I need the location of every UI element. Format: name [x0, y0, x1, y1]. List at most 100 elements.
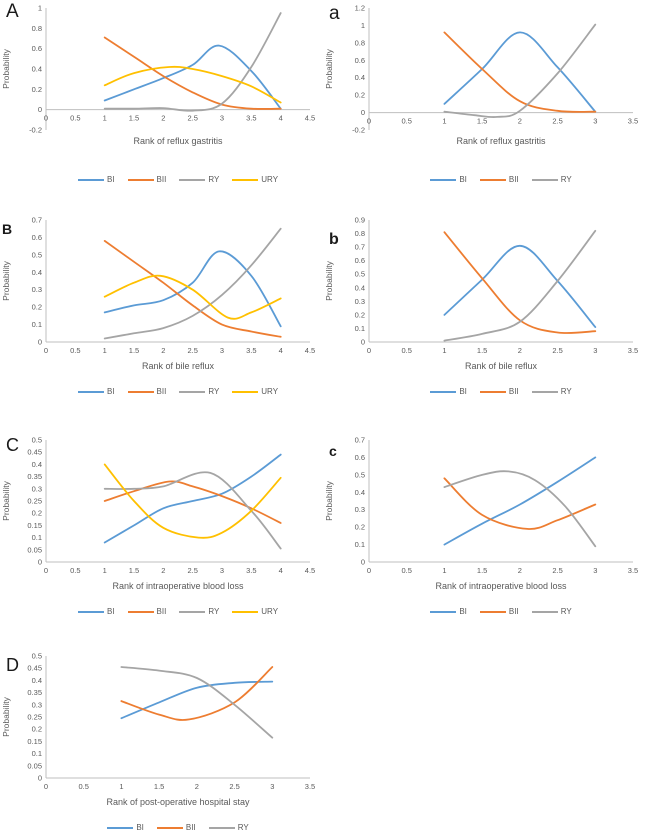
legend-item-RY: RY [531, 388, 572, 396]
y-axis-title: Probability [1, 696, 11, 736]
series-line-BI [103, 453, 282, 544]
legend-item-RY: RY [179, 608, 219, 616]
y-tick-label: 0.5 [32, 436, 42, 445]
x-tick-label: 0 [367, 346, 371, 355]
line-chart-blood-loss-3groups: 0 0.1 0.2 0.3 0.4 0.5 0.6 0.7 0 0.5 1 1.5 2 2.5 3 3.5 Ra… [324, 436, 638, 592]
x-tick-label: 0.5 [70, 566, 80, 575]
legend-item-BII: BII [479, 387, 519, 396]
x-tick-label: 2 [161, 114, 165, 123]
panel-D-hospital-stay: D 0 0.05 0.1 0.15 0.2 0.25 0.3 0.35 0.4 0.45 0.5 0 0… [0, 648, 330, 835]
legend-label-BII: BII [508, 607, 519, 616]
x-tick-label: 2.5 [552, 346, 562, 355]
series-line-RY [443, 23, 597, 118]
series-line-RY [120, 666, 274, 739]
legend-label-BII: BII [508, 387, 519, 396]
y-tick-label: 0.1 [32, 749, 42, 758]
legend-item-BI: BI [77, 388, 115, 396]
y-tick-label: 0.15 [27, 521, 42, 530]
legend-label-RY: RY [208, 175, 220, 184]
legend-C: BI BII RY URY [46, 608, 310, 616]
x-tick-label: 3 [270, 782, 274, 791]
y-tick-label: 0.4 [32, 268, 42, 277]
y-tick-label: -0.2 [352, 126, 365, 135]
line-chart-blood-loss-4groups: 0 0.05 0.1 0.15 0.2 0.25 0.3 0.35 0.4 0.45 0.5 0 0.5… [1, 436, 315, 592]
y-tick-label: 0.5 [32, 250, 42, 259]
legend-label-URY: URY [261, 387, 279, 396]
legend-line-swatch-BII [479, 179, 506, 181]
legend-line-swatch-RY [179, 611, 206, 613]
series-line-RY [443, 470, 597, 548]
series-line-BI [103, 250, 282, 328]
y-tick-label: 0 [38, 558, 42, 567]
x-tick-label: 2.5 [552, 566, 562, 575]
y-tick-label: 0.45 [27, 664, 42, 673]
y-tick-label: 0.25 [27, 713, 42, 722]
x-axis-title: Rank of intraoperative blood loss [435, 581, 567, 591]
y-tick-label: 0.7 [355, 436, 365, 445]
x-tick-label: 0.5 [70, 114, 80, 123]
x-axis-title: Rank of reflux gastritis [133, 136, 223, 146]
line-chart-reflux-gastritis-4groups: -0.200.20.40.60.810 0.5 1 1.5 2 2.5 3 3.5 4 4.5Ra… [1, 4, 315, 147]
y-tick-label: 0.3 [355, 505, 365, 514]
x-tick-label: 2 [518, 566, 522, 575]
x-tick-label: 2 [161, 346, 165, 355]
x-tick-label: 0.5 [401, 346, 411, 355]
x-tick-label: 2.5 [229, 782, 239, 791]
y-tick-label: 0.35 [27, 688, 42, 697]
x-axis-title: Rank of reflux gastritis [456, 136, 546, 146]
panel-C-blood-loss: C 0 0.05 0.1 0.15 0.2 0.25 0.3 0.35 0.4 0.45 0.5 0 0… [0, 432, 330, 637]
x-tick-label: 1.5 [477, 117, 487, 126]
y-tick-label: 0.35 [27, 472, 42, 481]
y-tick-label: 0 [38, 105, 42, 114]
x-tick-label: 2 [518, 346, 522, 355]
x-tick-label: 1.5 [129, 114, 139, 123]
y-tick-label: 0.6 [32, 233, 42, 242]
panel-label-a: a [329, 3, 340, 24]
y-tick-label: 0.05 [27, 761, 42, 770]
y-axis-title: Probability [324, 260, 334, 300]
y-tick-label: 0.2 [355, 310, 365, 319]
legend-label-BII: BII [156, 175, 167, 184]
legend-line-swatch-BI [77, 179, 104, 181]
y-tick-label: 1 [361, 21, 365, 30]
legend-item-RY: RY [208, 824, 249, 832]
series-line-BI [103, 44, 282, 110]
x-tick-label: 2 [518, 117, 522, 126]
legend-line-swatch-BI [77, 611, 104, 613]
legend-label-BI: BI [136, 823, 144, 832]
legend-item-BII: BII [479, 607, 519, 616]
x-tick-label: 3 [593, 346, 597, 355]
y-tick-label: -0.2 [29, 126, 42, 135]
y-tick-label: 0.8 [355, 38, 365, 47]
legend-line-swatch-BI [430, 179, 457, 181]
line-chart-hospital-stay-3groups: 0 0.05 0.1 0.15 0.2 0.25 0.3 0.35 0.4 0.45 0.5 0 0.5… [1, 652, 315, 808]
legend-item-URY: URY [232, 388, 278, 396]
x-tick-label: 4 [279, 346, 283, 355]
series-line-RY [443, 229, 597, 342]
panel-label-c: c [329, 443, 337, 459]
legend-label-BI: BI [459, 387, 467, 396]
legend-label-BII: BII [185, 823, 196, 832]
series-line-RY [103, 471, 282, 550]
x-tick-label: 1 [119, 782, 123, 791]
x-tick-label: 3 [220, 114, 224, 123]
legend-label-BI: BI [106, 607, 115, 616]
y-tick-label: 0.6 [355, 56, 365, 65]
line-chart-bile-reflux-4groups: 0 0.1 0.2 0.3 0.4 0.5 0.6 0.7 0 0.5 1 1.5 2 2.5 3 3.5 4 4… [1, 216, 315, 372]
legend-item-BII: BII [479, 176, 519, 184]
y-axis-title: Probability [1, 48, 11, 88]
y-tick-label: 0.3 [32, 484, 42, 493]
x-axis-title: Rank of bile reflux [142, 361, 215, 371]
legend-line-swatch-BI [77, 391, 104, 393]
y-tick-label: 0.7 [32, 216, 42, 225]
x-tick-label: 3.5 [305, 782, 315, 791]
legend-label-RY: RY [208, 387, 220, 396]
line-chart-reflux-gastritis-3groups: -0.200.20.40.60.811.20 0.5 1 1.5 2 2.5 3 3.5Ran… [324, 4, 638, 147]
legend-B: BI BII RY URY [46, 388, 310, 396]
legend-item-BI: BI [430, 176, 467, 184]
legend-line-swatch-BII [156, 827, 183, 829]
x-tick-label: 3 [220, 346, 224, 355]
y-tick-label: 1 [38, 4, 42, 13]
legend-label-BII: BII [156, 387, 167, 396]
